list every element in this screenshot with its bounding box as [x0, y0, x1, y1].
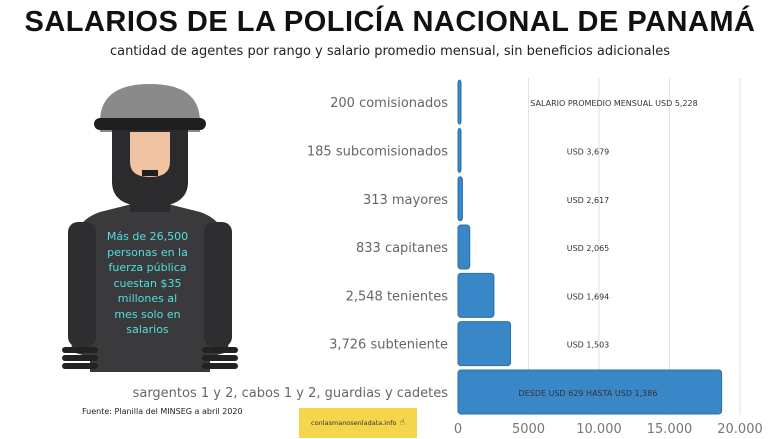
category-label: 833 capitanes: [356, 241, 448, 256]
bar: [457, 272, 495, 318]
bar: [457, 369, 723, 415]
salary-annotation: DESDE USD 629 HASTA USD 1,386: [519, 389, 658, 398]
bar: [457, 321, 512, 367]
page-title: SALARIOS DE LA POLICÍA NACIONAL DE PANAM…: [24, 6, 756, 38]
salary-annotation: USD 2,065: [567, 244, 610, 253]
police-officer-illustration: [62, 84, 238, 372]
bar: [457, 127, 462, 173]
salary-annotation: USD 3,679: [567, 147, 610, 156]
salary-annotation: USD 1,694: [567, 292, 610, 301]
x-tick-label: 10.000: [576, 422, 622, 437]
site-label: conlasmanosenladata.info: [311, 419, 397, 427]
category-label: 185 subcomisionados: [307, 144, 448, 159]
category-label: 3,726 subteniente: [329, 338, 448, 353]
x-tick-label: 0: [454, 422, 462, 437]
salary-annotation: USD 1,503: [567, 341, 610, 350]
category-label: 200 comisionados: [330, 96, 448, 111]
x-tick-label: 20.000: [717, 422, 763, 437]
bar: [457, 79, 462, 125]
page-subtitle: cantidad de agentes por rango y salario …: [109, 44, 671, 59]
source-note: Fuente: Planilla del MINSEG a abril 2020: [82, 407, 243, 416]
x-tick-label: 5000: [512, 422, 545, 437]
site-link[interactable]: conlasmanosenladata.info ☝: [299, 408, 417, 438]
category-label: sargentos 1 y 2, cabos 1 y 2, guardias y…: [133, 386, 449, 401]
pointer-hand-icon: ☝: [399, 418, 405, 428]
category-label: 313 mayores: [363, 193, 448, 208]
bar: [457, 224, 471, 270]
category-label: 2,548 tenientes: [346, 289, 449, 304]
salary-annotation: USD 2,617: [567, 196, 610, 205]
salary-annotation: SALARIO PROMEDIO MENSUAL USD 5,228: [530, 99, 697, 108]
callout-text: Más de 26,500 personas en la fuerza públ…: [106, 230, 189, 336]
bar: [457, 176, 463, 222]
x-tick-label: 15.000: [647, 422, 693, 437]
